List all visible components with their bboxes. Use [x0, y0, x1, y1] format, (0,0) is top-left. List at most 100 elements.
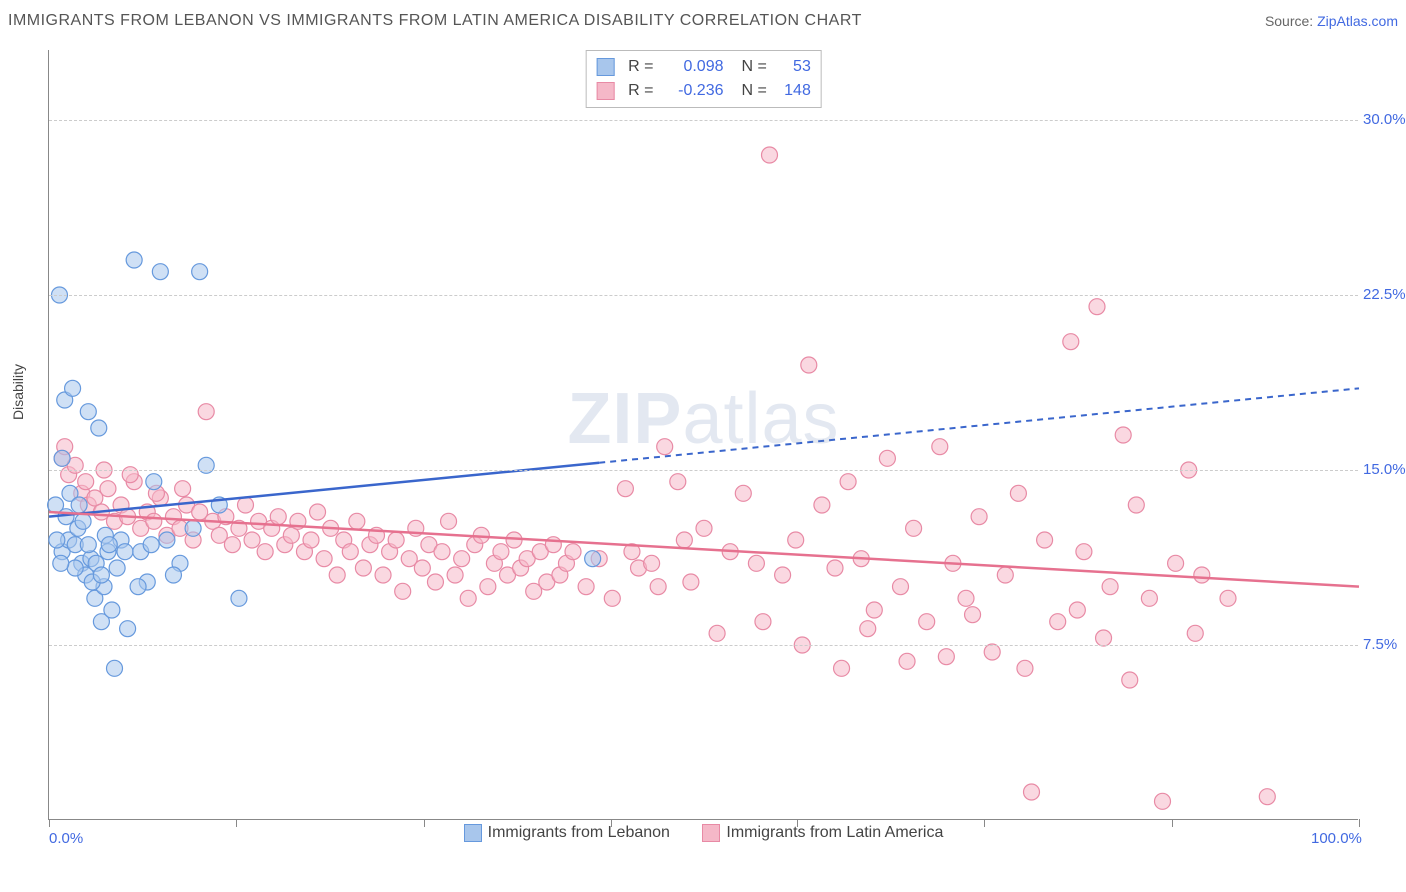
scatter-point — [355, 560, 371, 576]
scatter-point — [447, 567, 463, 583]
scatter-point — [146, 513, 162, 529]
source-link[interactable]: ZipAtlas.com — [1317, 13, 1398, 29]
scatter-point — [748, 555, 764, 571]
xtick — [1359, 819, 1360, 827]
xtick — [1172, 819, 1173, 827]
scatter-point — [997, 567, 1013, 583]
scatter-point — [860, 621, 876, 637]
scatter-point — [104, 602, 120, 618]
scatter-point — [109, 560, 125, 576]
chart-plot-area: ZIPatlas R = 0.098 N = 53 R = -0.236 N =… — [48, 50, 1358, 820]
scatter-point — [906, 520, 922, 536]
scatter-point — [801, 357, 817, 373]
scatter-point — [827, 560, 843, 576]
xtick — [236, 819, 237, 827]
scatter-point — [1168, 555, 1184, 571]
scatter-point — [1096, 630, 1112, 646]
scatter-point — [1122, 672, 1138, 688]
scatter-point — [696, 520, 712, 536]
scatter-point — [80, 537, 96, 553]
scatter-point — [434, 544, 450, 560]
scatter-point — [1024, 784, 1040, 800]
scatter-point — [670, 474, 686, 490]
scatter-point — [49, 532, 65, 548]
scatter-point — [231, 590, 247, 606]
scatter-point — [545, 537, 561, 553]
scatter-point — [932, 439, 948, 455]
r-label: R = — [628, 58, 653, 76]
scatter-point — [840, 474, 856, 490]
scatter-point — [120, 621, 136, 637]
scatter-point — [1141, 590, 1157, 606]
scatter-point — [1194, 567, 1210, 583]
scatter-point — [676, 532, 692, 548]
r-label: R = — [628, 82, 653, 100]
scatter-point — [185, 520, 201, 536]
xtick — [49, 819, 50, 827]
swatch-series-1 — [596, 58, 614, 76]
xtick-label: 0.0% — [49, 830, 83, 847]
xtick — [984, 819, 985, 827]
scatter-point — [78, 474, 94, 490]
scatter-point — [971, 509, 987, 525]
scatter-point — [965, 607, 981, 623]
n-label: N = — [742, 82, 767, 100]
scatter-point — [565, 544, 581, 560]
scatter-point — [165, 567, 181, 583]
scatter-point — [617, 481, 633, 497]
scatter-point — [53, 555, 69, 571]
n-label: N = — [742, 58, 767, 76]
xtick — [424, 819, 425, 827]
r-value-2: -0.236 — [664, 82, 724, 100]
scatter-point — [480, 579, 496, 595]
scatter-point — [93, 567, 109, 583]
scatter-point — [735, 485, 751, 501]
scatter-point — [1187, 625, 1203, 641]
scatter-point — [91, 420, 107, 436]
scatter-point — [578, 579, 594, 595]
scatter-point — [388, 532, 404, 548]
source-label: Source: ZipAtlas.com — [1265, 13, 1398, 29]
scatter-point — [198, 404, 214, 420]
chart-title: IMMIGRANTS FROM LEBANON VS IMMIGRANTS FR… — [8, 12, 862, 30]
scatter-point — [1010, 485, 1026, 501]
regression-line-dashed — [599, 388, 1359, 462]
scatter-point — [152, 264, 168, 280]
scatter-point — [395, 583, 411, 599]
y-axis-label: Disability — [10, 364, 26, 420]
xtick — [797, 819, 798, 827]
scatter-point — [146, 474, 162, 490]
scatter-point — [75, 513, 91, 529]
scatter-point — [192, 264, 208, 280]
scatter-point — [1063, 334, 1079, 350]
scatter-point — [100, 481, 116, 497]
scatter-point — [1017, 660, 1033, 676]
scatter-point — [101, 537, 117, 553]
series-name-2: Immigrants from Latin America — [726, 824, 943, 842]
xtick-label: 100.0% — [1311, 830, 1362, 847]
scatter-point — [1102, 579, 1118, 595]
scatter-point — [159, 532, 175, 548]
scatter-point — [1128, 497, 1144, 513]
correlation-legend: R = 0.098 N = 53 R = -0.236 N = 148 — [585, 50, 822, 108]
scatter-point — [175, 481, 191, 497]
scatter-point — [130, 579, 146, 595]
scatter-point — [879, 450, 895, 466]
xtick — [611, 819, 612, 827]
scatter-point — [1089, 299, 1105, 315]
swatch-series-2 — [596, 82, 614, 100]
scatter-point — [755, 614, 771, 630]
scatter-point — [866, 602, 882, 618]
n-value-2: 148 — [777, 82, 811, 100]
scatter-point — [270, 509, 286, 525]
scatter-point — [80, 404, 96, 420]
scatter-point — [657, 439, 673, 455]
scatter-point — [414, 560, 430, 576]
scatter-point — [644, 555, 660, 571]
legend-row-1: R = 0.098 N = 53 — [596, 55, 811, 79]
gridline — [49, 295, 1358, 296]
scatter-point — [814, 497, 830, 513]
scatter-point — [899, 653, 915, 669]
series-name-1: Immigrants from Lebanon — [488, 824, 670, 842]
scatter-svg — [49, 50, 1358, 819]
